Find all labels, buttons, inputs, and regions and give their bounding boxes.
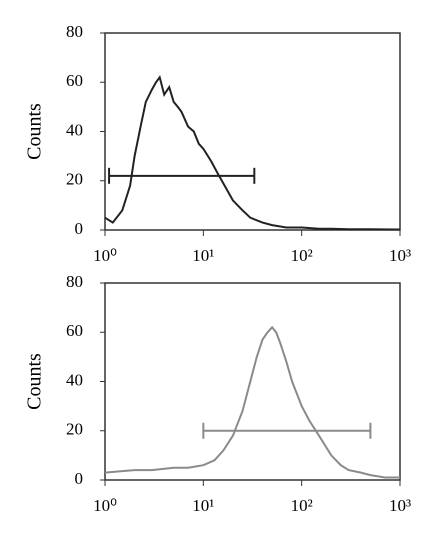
y-tick-label: 80 bbox=[66, 272, 83, 291]
x-tick-label: 10² bbox=[291, 496, 313, 515]
x-tick-label: 10⁰ bbox=[93, 496, 117, 515]
y-tick-label: 0 bbox=[75, 219, 84, 238]
plot-frame bbox=[104, 32, 401, 231]
y-axis-label: Counts bbox=[24, 103, 46, 160]
y-tick-label: 20 bbox=[66, 170, 83, 189]
histogram-line bbox=[104, 325, 400, 479]
y-tick-label: 40 bbox=[66, 120, 83, 139]
x-tick-label: 10¹ bbox=[192, 496, 214, 515]
y-tick-label: 60 bbox=[66, 321, 83, 340]
y-tick-label: 80 bbox=[66, 22, 83, 41]
x-tick-label: 10³ bbox=[389, 496, 411, 515]
y-tick-label: 0 bbox=[75, 469, 84, 488]
y-tick-label: 40 bbox=[66, 370, 83, 389]
x-tick-label: 10² bbox=[291, 246, 313, 265]
plot-frame bbox=[104, 282, 401, 481]
y-tick-label: 60 bbox=[66, 71, 83, 90]
histogram-line bbox=[104, 75, 401, 231]
x-tick-label: 10³ bbox=[389, 246, 411, 265]
x-tick-label: 10⁰ bbox=[93, 246, 117, 265]
y-axis-label: Counts bbox=[24, 353, 46, 410]
y-tick-label: 20 bbox=[66, 420, 83, 439]
x-tick-label: 10¹ bbox=[192, 246, 214, 265]
